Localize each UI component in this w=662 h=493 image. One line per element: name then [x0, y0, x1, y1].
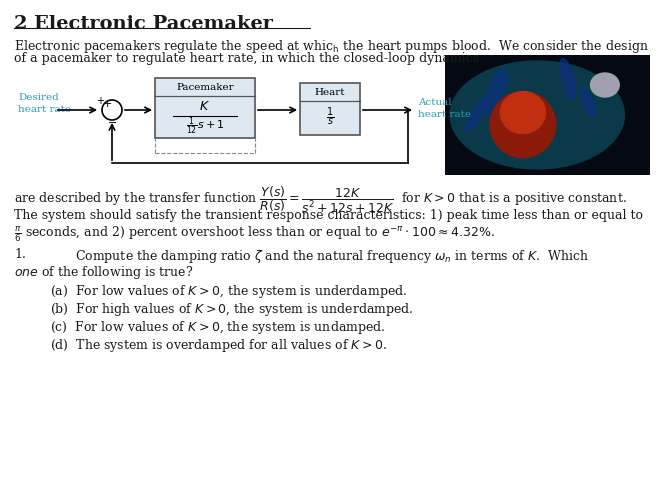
Ellipse shape	[500, 92, 545, 134]
Text: $\frac{1}{s}$: $\frac{1}{s}$	[326, 106, 334, 129]
Text: $\frac{\pi}{6}$ seconds, and 2) percent overshoot less than or equal to $e^{-\pi: $\frac{\pi}{6}$ seconds, and 2) percent …	[14, 225, 495, 245]
Text: +: +	[96, 96, 104, 106]
Text: are described by the transfer function $\dfrac{Y(s)}{R(s)} = \dfrac{12K}{s^2+12s: are described by the transfer function $…	[14, 185, 627, 215]
Text: (b)  For high values of $K > 0$, the system is underdamped.: (b) For high values of $K > 0$, the syst…	[50, 301, 414, 318]
Text: of a pacemaker to regulate heart rate, in which the closed-loop dynamics: of a pacemaker to regulate heart rate, i…	[14, 52, 479, 65]
Text: (d)  The system is overdamped for all values of $K > 0$.: (d) The system is overdamped for all val…	[50, 337, 387, 354]
Text: 1.: 1.	[14, 248, 26, 261]
Text: $\frac{1}{12}s+1$: $\frac{1}{12}s+1$	[185, 115, 224, 137]
Text: $-$: $-$	[107, 116, 117, 126]
Text: Electronic pacemakers regulate the speed at whic$_{\rm h}$ the heart pumps blood: Electronic pacemakers regulate the speed…	[14, 38, 649, 55]
Ellipse shape	[560, 59, 576, 100]
Text: (c)  For low values of $K > 0$, the system is undamped.: (c) For low values of $K > 0$, the syste…	[50, 319, 385, 336]
FancyBboxPatch shape	[300, 83, 360, 135]
Text: $\mathit{one}$ of the following is true?: $\mathit{one}$ of the following is true?	[14, 264, 193, 281]
Ellipse shape	[450, 61, 624, 169]
Text: Actual
heart rate: Actual heart rate	[418, 98, 471, 119]
Circle shape	[102, 100, 122, 120]
Text: $K$: $K$	[199, 100, 211, 112]
Text: +: +	[103, 99, 112, 109]
Text: Electronic Pacemaker: Electronic Pacemaker	[34, 15, 273, 33]
Ellipse shape	[490, 92, 555, 158]
FancyBboxPatch shape	[155, 78, 255, 138]
Text: Pacemaker: Pacemaker	[176, 83, 234, 92]
Text: Heart: Heart	[314, 88, 346, 97]
FancyBboxPatch shape	[445, 55, 650, 175]
Ellipse shape	[485, 68, 508, 114]
Ellipse shape	[581, 89, 596, 117]
Text: Compute the damping ratio $\zeta$ and the natural frequency $\omega_n$ in terms : Compute the damping ratio $\zeta$ and th…	[75, 248, 589, 265]
Text: Desired
heart rate: Desired heart rate	[18, 93, 71, 114]
Text: 2: 2	[14, 15, 28, 33]
Text: The system should satisfy the transient response characteristics: 1) peak time l: The system should satisfy the transient …	[14, 209, 643, 222]
Ellipse shape	[591, 73, 619, 97]
Ellipse shape	[465, 99, 486, 131]
Text: (a)  For low values of $K > 0$, the system is underdamped.: (a) For low values of $K > 0$, the syste…	[50, 283, 407, 300]
